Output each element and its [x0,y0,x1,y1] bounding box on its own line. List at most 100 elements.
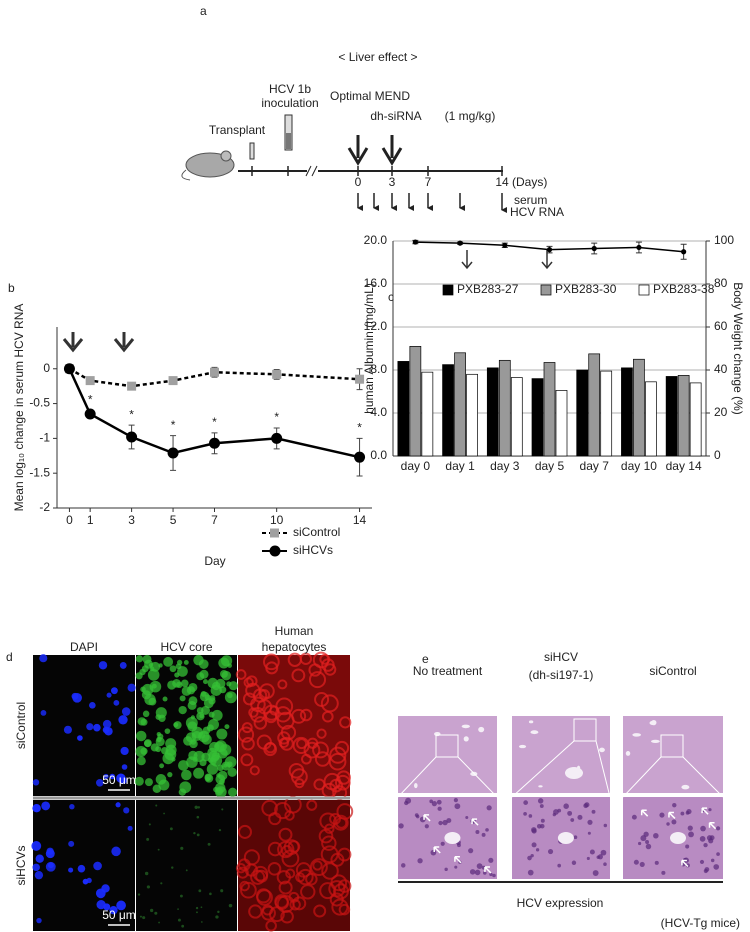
label: (1 mg/kg) [445,109,496,123]
panel-label: d [6,650,13,664]
vessel [681,784,690,790]
annotation: * [88,393,93,407]
stain [193,831,196,835]
stain [155,804,158,807]
column-header: (dh-si197-1) [529,668,594,682]
nucleus [716,852,720,856]
nucleus [704,867,710,872]
nucleus [436,799,442,805]
marker [167,447,179,459]
marker [355,374,365,384]
cell [250,869,266,885]
y-tick-label: 12.0 [364,319,388,333]
axis-break [305,165,318,177]
stain [197,806,201,809]
nucleus [699,859,705,864]
cell [267,841,283,857]
cell [285,868,296,879]
x-tick-label: day 10 [621,459,657,473]
cell [312,741,329,759]
panel-label: a [200,4,207,18]
cell [277,731,291,745]
nucleus [440,841,445,846]
nucleus [531,842,537,848]
stain [181,679,189,688]
nucleus [32,779,40,786]
nucleus [596,855,600,859]
nucleus [600,849,607,856]
nucleus [476,863,483,870]
nucleus [414,813,419,818]
vessel [518,744,527,749]
arrow [708,821,717,830]
bar [689,382,702,457]
nucleus [398,823,404,829]
stain [224,691,237,704]
label: (HCV-Tg mice) [661,916,740,930]
y-tick-label: -1 [39,431,50,445]
vessel [463,736,469,742]
nucleus [687,825,693,831]
nucleus [571,860,577,865]
cell [309,858,328,877]
nucleus [430,849,437,856]
stain [224,756,237,768]
stain [223,763,228,768]
zoom-lines [511,740,611,798]
cell [336,770,351,785]
stain [150,661,161,672]
stain [228,681,238,691]
nucleus [591,809,596,814]
column-header: HCV core [160,640,212,654]
stain [179,894,183,898]
stain [155,746,162,753]
nucleus [680,811,685,816]
syringe-fill [286,133,291,149]
arrow [433,846,441,854]
cell [278,880,293,895]
bar [498,359,511,457]
stain [196,911,198,914]
y2-tick-label: 20 [714,405,728,419]
nucleus [540,818,545,823]
cell [336,803,354,820]
y-tick-label: 20.0 [364,233,388,247]
cell [289,899,301,911]
stain [158,921,160,924]
stain [221,808,224,811]
marker [271,432,283,444]
nucleus [573,835,578,840]
nucleus [587,819,593,825]
annotation: * [171,418,176,432]
y-tick-label: 16.0 [364,276,388,290]
legend-label: PXB283-38 [653,282,715,296]
cell [332,814,349,831]
nucleus [47,862,54,869]
nucleus [645,840,650,844]
cell [300,884,316,900]
nucleus [666,822,670,826]
nucleus [489,872,493,877]
day-label: 14 [495,175,509,189]
stain [194,805,198,809]
y-tick-label: 4.0 [370,405,387,419]
x-tick-label: day 5 [535,459,565,473]
nucleus [557,863,562,868]
x-tick-label: day 1 [445,459,475,473]
nucleus [113,699,120,706]
stain [150,908,154,913]
label: inoculation [261,96,318,110]
x-tick-label: 10 [270,513,284,527]
bar [555,390,568,457]
legend-label: siHCVs [293,543,333,557]
stain [167,771,173,778]
nucleus [468,848,474,854]
cell [248,904,263,919]
stain [215,787,224,796]
stain [185,869,188,872]
cell [281,849,300,868]
stain [140,747,148,755]
stain [190,739,197,745]
stain [218,657,230,669]
